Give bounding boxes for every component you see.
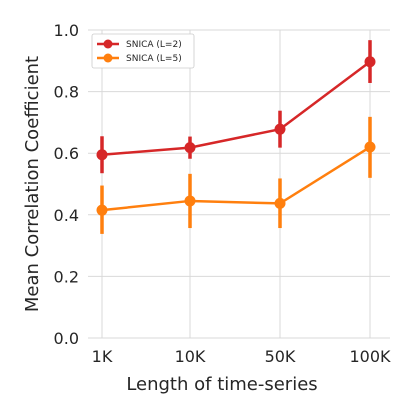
- legend-marker-l5: [103, 53, 113, 63]
- x-axis-label: Length of time-series: [126, 374, 317, 395]
- data-point: [96, 149, 108, 161]
- series-0: [96, 40, 376, 174]
- data-point: [364, 141, 376, 153]
- x-tick-label: 1K: [92, 347, 113, 366]
- y-tick-label: 0.8: [54, 83, 79, 102]
- series-line: [101, 145, 371, 212]
- x-tick-label: 10K: [175, 347, 206, 366]
- y-tick-label: 0.2: [54, 267, 79, 286]
- data-point: [184, 142, 196, 154]
- legend-marker-l2: [103, 39, 113, 49]
- data-point: [184, 195, 196, 207]
- x-axis-ticks: 1K 10K 50K 100K: [92, 347, 391, 366]
- data-point: [364, 56, 376, 68]
- data-point: [274, 197, 286, 209]
- series-1: [96, 116, 376, 234]
- y-axis-label: Mean Correlation Coefficient: [22, 56, 43, 312]
- legend-label-l2: SNICA (L=2): [126, 40, 182, 50]
- legend: SNICA (L=2) SNICA (L=5): [91, 33, 195, 69]
- plot-area: [88, 30, 390, 338]
- data-point: [274, 123, 286, 135]
- x-tick-label: 100K: [349, 347, 391, 366]
- series-layer: [96, 40, 376, 234]
- y-axis-ticks: 0.0 0.2 0.4 0.6 0.8 1.0: [54, 21, 79, 348]
- legend-label-l5: SNICA (L=5): [126, 54, 182, 64]
- y-tick-label: 0.4: [54, 206, 79, 225]
- x-tick-label: 50K: [265, 347, 296, 366]
- y-tick-label: 0.6: [54, 144, 79, 163]
- legend-box: [91, 33, 195, 69]
- series-line: [101, 60, 371, 156]
- data-point: [96, 204, 108, 216]
- y-tick-label: 0.0: [54, 329, 79, 348]
- y-tick-label: 1.0: [54, 21, 79, 40]
